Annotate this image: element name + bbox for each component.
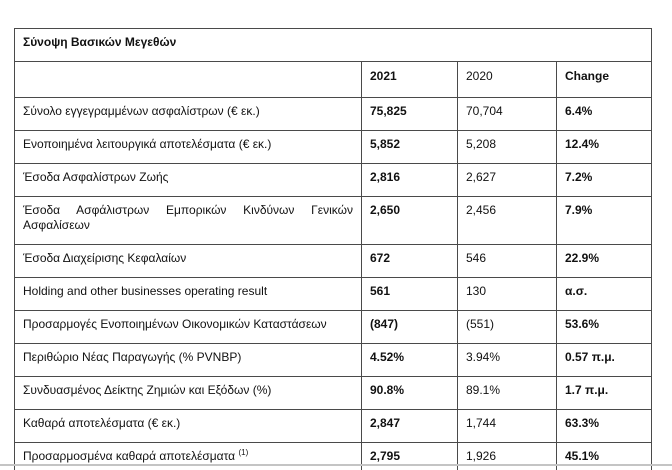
key-figures-summary: Σύνοψη Βασικών Μεγεθών 2021 2020 Change … (13, 28, 653, 470)
table-body: Σύνοψη Βασικών Μεγεθών 2021 2020 Change … (13, 28, 653, 470)
footnote-marker: (1) (238, 448, 249, 457)
value-2020: 1,744 (457, 409, 557, 443)
column-header-2021: 2021 (361, 61, 458, 98)
row-label: Έσοδα Ασφάλιστρων Εμπορικών Κινδύνων Γεν… (14, 196, 362, 245)
value-2020: (551) (457, 310, 557, 344)
value-2020: 2,627 (457, 163, 557, 197)
row-label: Holding and other businesses operating r… (14, 277, 362, 311)
value-2020: 546 (457, 244, 557, 278)
value-2021: 5,852 (361, 130, 458, 164)
value-change: 53.6% (555, 310, 653, 344)
value-change: α.σ. (555, 277, 653, 311)
table-row: Έσοδα Ασφαλίστρων Ζωής 2,816 2,627 7.2% (14, 163, 653, 197)
value-2020: 3.94% (457, 343, 557, 377)
table-row: Συνδυασμένος Δείκτης Ζημιών και Εξόδων (… (14, 376, 653, 410)
value-change: 12.4% (555, 130, 653, 164)
column-header-empty (14, 61, 362, 98)
table-row: Προσαρμογές Ενοποιημένων Οικονομικών Κατ… (14, 310, 653, 344)
value-change: 6.4% (555, 97, 653, 131)
bottom-divider-line (0, 464, 672, 466)
value-change: 7.9% (555, 196, 653, 245)
value-2021: 2,847 (361, 409, 458, 443)
value-change: 0.57 π.μ. (555, 343, 653, 377)
report-table: Σύνοψη Βασικών Μεγεθών 2021 2020 Change … (13, 28, 653, 470)
value-2020: 5,208 (457, 130, 557, 164)
value-2021: (847) (361, 310, 458, 344)
table-row: Holding and other businesses operating r… (14, 277, 653, 311)
value-2021: 4.52% (361, 343, 458, 377)
value-change: 22.9% (555, 244, 653, 278)
value-2020: 130 (457, 277, 557, 311)
table-row: Έσοδα Διαχείρισης Κεφαλαίων 672 546 22.9% (14, 244, 653, 278)
value-2021: 672 (361, 244, 458, 278)
table-title: Σύνοψη Βασικών Μεγεθών (13, 28, 653, 62)
table-row: Περιθώριο Νέας Παραγωγής (% PVNBP) 4.52% 3… (14, 343, 653, 377)
value-2021: 2,650 (361, 196, 458, 245)
row-label: Έσοδα Ασφαλίστρων Ζωής (14, 163, 362, 197)
table-row: Καθαρά αποτελέσματα (€ εκ.) 2,847 1,744 63.… (14, 409, 653, 443)
column-header-change: Change (555, 61, 653, 98)
table-row: Ενοποιημένα λειτουργικά αποτελέσματα (€ … (14, 130, 653, 164)
column-header-2020: 2020 (457, 61, 557, 98)
value-2021: 561 (361, 277, 458, 311)
row-label: Καθαρά αποτελέσματα (€ εκ.) (14, 409, 362, 443)
row-label: Σύνολο εγγεγραμμένων ασφαλίστρων (€ εκ.) (14, 97, 362, 131)
table-row: Σύνολο εγγεγραμμένων ασφαλίστρων (€ εκ.)… (14, 97, 653, 131)
row-label: Ενοποιημένα λειτουργικά αποτελέσματα (€ … (14, 130, 362, 164)
value-change: 63.3% (555, 409, 653, 443)
row-label: Περιθώριο Νέας Παραγωγής (% PVNBP) (14, 343, 362, 377)
column-header-row: 2021 2020 Change (14, 61, 653, 98)
row-label: Προσαρμογές Ενοποιημένων Οικονομικών Κατ… (14, 310, 362, 344)
value-2021: 90.8% (361, 376, 458, 410)
title-row: Σύνοψη Βασικών Μεγεθών (13, 28, 653, 62)
value-2021: 75,825 (361, 97, 458, 131)
row-label: Συνδυασμένος Δείκτης Ζημιών και Εξόδων (… (14, 376, 362, 410)
value-2020: 70,704 (457, 97, 557, 131)
value-2020: 2,456 (457, 196, 557, 245)
value-change: 1.7 π.μ. (555, 376, 653, 410)
value-2021: 2,816 (361, 163, 458, 197)
value-2020: 89.1% (457, 376, 557, 410)
table-row: Έσοδα Ασφάλιστρων Εμπορικών Κινδύνων Γεν… (14, 196, 653, 245)
value-change: 7.2% (555, 163, 653, 197)
row-label: Έσοδα Διαχείρισης Κεφαλαίων (14, 244, 362, 278)
